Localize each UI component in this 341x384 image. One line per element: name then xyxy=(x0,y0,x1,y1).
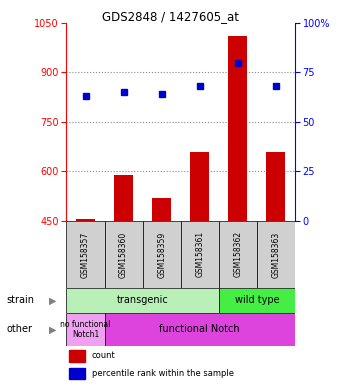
Text: GSM158360: GSM158360 xyxy=(119,231,128,278)
Bar xyxy=(219,288,295,313)
Text: ▶: ▶ xyxy=(49,324,57,334)
Bar xyxy=(105,313,295,346)
Bar xyxy=(66,288,219,313)
Text: strain: strain xyxy=(7,295,35,306)
Bar xyxy=(76,219,95,221)
Text: GSM158357: GSM158357 xyxy=(81,231,90,278)
Text: GSM158359: GSM158359 xyxy=(157,231,166,278)
Bar xyxy=(228,36,247,221)
Text: functional Notch: functional Notch xyxy=(160,324,240,334)
Bar xyxy=(105,221,143,288)
Bar xyxy=(66,221,105,288)
Bar xyxy=(190,152,209,221)
Bar xyxy=(181,221,219,288)
Text: GSM158363: GSM158363 xyxy=(271,231,280,278)
Text: transgenic: transgenic xyxy=(117,295,168,306)
Text: wild type: wild type xyxy=(235,295,279,306)
Bar xyxy=(66,313,105,346)
Text: no functional
Notch1: no functional Notch1 xyxy=(60,319,111,339)
Bar xyxy=(114,175,133,221)
Text: GSM158362: GSM158362 xyxy=(233,231,242,278)
Bar xyxy=(143,221,181,288)
Text: ▶: ▶ xyxy=(49,295,57,306)
Bar xyxy=(69,350,85,362)
Text: count: count xyxy=(92,351,115,361)
Text: percentile rank within the sample: percentile rank within the sample xyxy=(92,369,234,378)
Bar xyxy=(266,152,285,221)
Bar xyxy=(219,221,257,288)
Text: other: other xyxy=(7,324,33,334)
Bar xyxy=(152,198,171,221)
Text: GDS2848 / 1427605_at: GDS2848 / 1427605_at xyxy=(102,10,239,23)
Bar xyxy=(257,221,295,288)
Text: GSM158361: GSM158361 xyxy=(195,231,204,278)
Bar xyxy=(69,368,85,379)
